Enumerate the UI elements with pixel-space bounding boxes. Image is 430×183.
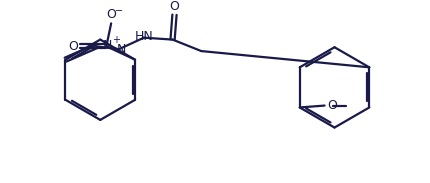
Text: O: O xyxy=(328,99,337,112)
Text: O: O xyxy=(106,8,116,21)
Text: N: N xyxy=(103,39,112,52)
Text: −: − xyxy=(115,6,123,16)
Text: N: N xyxy=(117,43,126,56)
Text: HN: HN xyxy=(135,30,153,43)
Text: O: O xyxy=(68,40,78,53)
Text: O: O xyxy=(169,0,179,13)
Text: +: + xyxy=(112,35,120,45)
